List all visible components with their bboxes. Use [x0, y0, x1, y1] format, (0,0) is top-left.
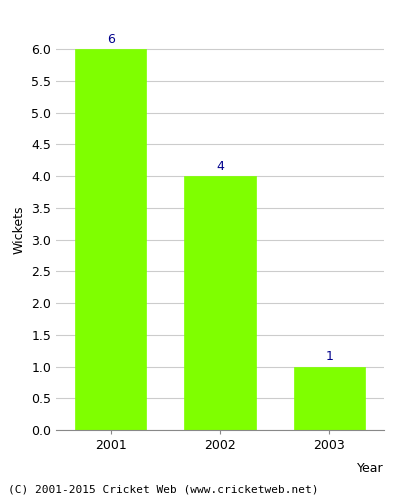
Text: Year: Year: [357, 462, 384, 475]
Text: 6: 6: [107, 33, 115, 46]
Bar: [294, 366, 365, 430]
Text: 4: 4: [216, 160, 224, 173]
Y-axis label: Wickets: Wickets: [12, 206, 26, 254]
Text: 1: 1: [325, 350, 333, 364]
Bar: [75, 49, 146, 430]
Bar: [184, 176, 256, 430]
Text: (C) 2001-2015 Cricket Web (www.cricketweb.net): (C) 2001-2015 Cricket Web (www.cricketwe…: [8, 485, 318, 495]
